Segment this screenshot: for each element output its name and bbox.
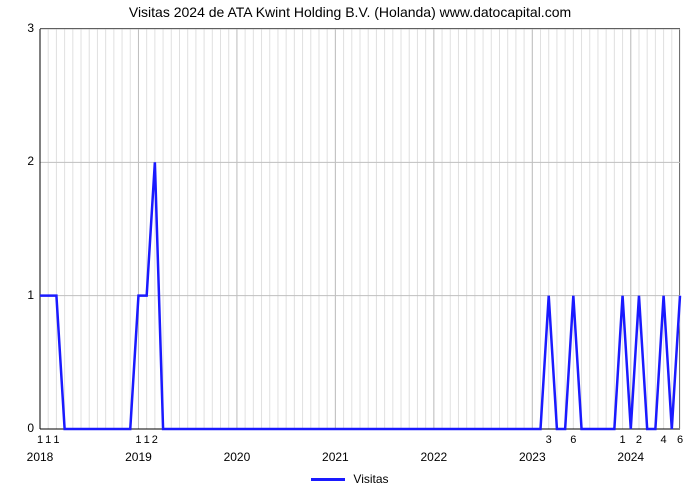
x-year-tick: 2019 (125, 450, 152, 464)
x-data-tick: 1 (135, 434, 141, 446)
x-data-tick: 1 (144, 434, 150, 446)
y-tick-label: 1 (0, 288, 34, 302)
x-year-tick: 2022 (420, 450, 447, 464)
y-tick-label: 2 (0, 154, 34, 168)
x-data-tick: 3 (546, 434, 552, 446)
x-data-tick: 2 (636, 434, 642, 446)
x-year-labels: 2018201920202021202220232024 (40, 450, 680, 464)
x-data-tick: 1 (37, 434, 43, 446)
legend-line (311, 478, 345, 481)
x-year-tick: 2023 (519, 450, 546, 464)
plot-area (40, 28, 680, 428)
legend-label: Visitas (353, 472, 388, 486)
x-data-tick: 6 (570, 434, 576, 446)
x-data-tick: 1 (45, 434, 51, 446)
legend: Visitas (0, 472, 700, 486)
x-year-tick: 2020 (224, 450, 251, 464)
y-tick-label: 3 (0, 21, 34, 35)
x-year-tick: 2024 (617, 450, 644, 464)
x-year-tick: 2018 (27, 450, 54, 464)
x-data-labels: 111112361246 (40, 434, 680, 448)
x-year-tick: 2021 (322, 450, 349, 464)
x-data-tick: 1 (620, 434, 626, 446)
x-data-tick: 4 (661, 434, 667, 446)
y-tick-label: 0 (0, 421, 34, 435)
x-data-tick: 6 (677, 434, 683, 446)
chart-title: Visitas 2024 de ATA Kwint Holding B.V. (… (0, 4, 700, 20)
chart-container: Visitas 2024 de ATA Kwint Holding B.V. (… (0, 0, 700, 500)
x-data-tick: 2 (152, 434, 158, 446)
x-data-tick: 1 (53, 434, 59, 446)
plot-svg (40, 29, 680, 429)
